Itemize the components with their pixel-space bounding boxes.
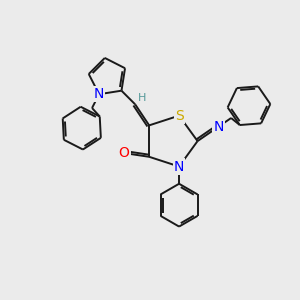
Text: H: H bbox=[137, 93, 146, 103]
Text: N: N bbox=[94, 87, 104, 101]
Text: O: O bbox=[119, 146, 130, 160]
Text: N: N bbox=[213, 120, 224, 134]
Text: S: S bbox=[175, 109, 183, 123]
Text: N: N bbox=[174, 160, 184, 173]
